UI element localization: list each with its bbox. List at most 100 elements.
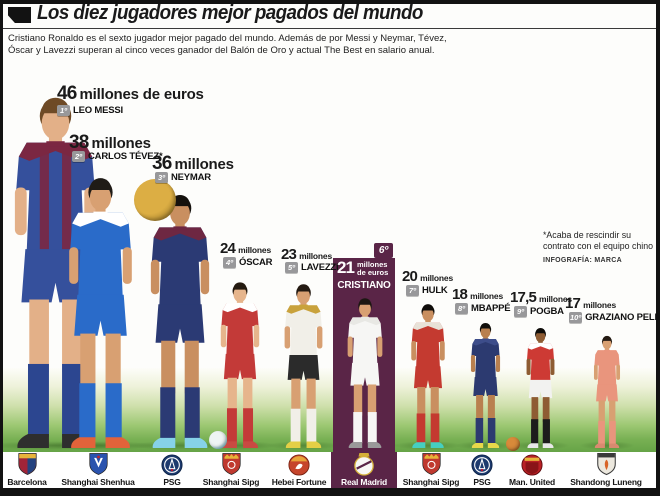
club-cell-shandong-luneng: Shandong Luneng bbox=[570, 452, 642, 488]
club-name: Shanghai Sipg bbox=[202, 477, 260, 487]
salary-amount: 20 bbox=[402, 268, 418, 285]
player-figure-hulk bbox=[401, 303, 455, 448]
player-shadow bbox=[394, 441, 462, 450]
salary-label-leo-messi: 46 millones de euros bbox=[57, 83, 204, 105]
player-name: GRAZIANO PELLÉ bbox=[585, 312, 660, 323]
subtitle-text: Cristiano Ronaldo es el sexto jugador me… bbox=[8, 33, 447, 57]
frame-left bbox=[0, 0, 3, 496]
rank-badge: 9º bbox=[514, 306, 527, 317]
salary-unit-cristiano: millones de euros bbox=[357, 260, 389, 277]
club-cell-shanghai-sipg: Shanghai Sipg bbox=[199, 452, 263, 488]
player-name-row-graziano-pellé: 10º GRAZIANO PELLÉ bbox=[569, 312, 660, 323]
salary-unit: millones bbox=[539, 294, 572, 304]
salary-unit: millones bbox=[583, 300, 616, 310]
salary-label-hulk: 20 millones bbox=[402, 268, 453, 286]
infographic-credit: INFOGRAFÍA: MARCA bbox=[543, 257, 622, 264]
salary-amount-cristiano: 21 bbox=[337, 258, 355, 277]
player-figure-carlos-tévez bbox=[50, 176, 151, 448]
salary-unit: millones bbox=[420, 273, 453, 283]
salary-label-graziano-pellé: 17 millones bbox=[565, 295, 616, 313]
player-figure-cristiano bbox=[337, 297, 393, 448]
rank-badge: 3º bbox=[155, 172, 168, 183]
rank-badge-cristiano: 6º bbox=[374, 243, 393, 258]
player-name-row-óscar: 4º ÓSCAR bbox=[223, 257, 273, 268]
salary-amount: 46 bbox=[57, 83, 77, 104]
salary-amount: 36 bbox=[152, 153, 172, 174]
salary-label-pogba: 17,5 millones bbox=[510, 289, 572, 307]
shanghai-sipg-crest-icon bbox=[421, 453, 442, 476]
club-cell-shanghai-shenhua: Shanghai Shenhua bbox=[61, 452, 135, 488]
player-figure-graziano-pellé bbox=[586, 335, 628, 448]
player-name: LEO MESSI bbox=[73, 105, 123, 116]
club-name: Shandong Luneng bbox=[570, 477, 642, 487]
player-shadow bbox=[42, 441, 158, 450]
rank-badge: 5º bbox=[285, 262, 298, 273]
club-cell-barcelona: Barcelona bbox=[0, 452, 59, 488]
psg-crest-icon bbox=[161, 454, 183, 476]
club-name: Real Madrid bbox=[341, 477, 387, 487]
player-shadow bbox=[126, 441, 234, 450]
player-name: MBAPPÉ bbox=[471, 303, 511, 314]
rank-badge: 4º bbox=[223, 257, 236, 268]
salary-amount: 24 bbox=[220, 240, 236, 257]
player-name: HULK bbox=[422, 285, 448, 296]
rank-badge: 8º bbox=[455, 303, 468, 314]
player-name: CARLOS TÉVEZ* bbox=[88, 151, 163, 162]
footnote-text: *Acaba de rescindir su contrato con el e… bbox=[543, 229, 654, 251]
rank-badge: 1º bbox=[57, 105, 70, 116]
player-figure-neymar bbox=[133, 193, 227, 448]
club-name: Shanghai Sipg bbox=[402, 477, 460, 487]
page-title: Los diez jugadores mejor pagados del mun… bbox=[37, 2, 423, 24]
frame-bottom bbox=[0, 488, 660, 496]
player-name-row-lavezzi: 5º LAVEZZI bbox=[285, 262, 339, 273]
club-cell-psg: PSG bbox=[140, 452, 204, 488]
player-shadow bbox=[265, 441, 341, 450]
barcelona-crest-icon bbox=[17, 453, 38, 476]
club-name: Hebei Fortune bbox=[271, 477, 327, 487]
salary-label-mbappé: 18 millones bbox=[452, 286, 503, 304]
club-name: Barcelona bbox=[7, 477, 47, 487]
player-name: LAVEZZI bbox=[301, 262, 339, 273]
psg-crest-icon bbox=[471, 454, 493, 476]
match-ball-orange bbox=[506, 437, 520, 451]
marca-bullet-icon bbox=[8, 7, 31, 23]
player-shadow bbox=[579, 441, 635, 450]
salary-unit: millones bbox=[470, 291, 503, 301]
player-name-row-neymar: 3º NEYMAR bbox=[155, 172, 211, 183]
salary-label-lavezzi: 23 millones bbox=[281, 246, 332, 264]
player-figure-óscar bbox=[209, 281, 271, 448]
club-name: Man. United bbox=[509, 477, 555, 487]
hebei-fortune-crest-icon bbox=[288, 454, 310, 476]
player-name: NEYMAR bbox=[171, 172, 211, 183]
player-figure-mbappé bbox=[462, 322, 509, 448]
player-name-row-pogba: 9º POGBA bbox=[514, 306, 564, 317]
club-cell-shanghai-sipg: Shanghai Sipg bbox=[399, 452, 463, 488]
player-name: ÓSCAR bbox=[239, 257, 273, 268]
shandong-luneng-crest-icon bbox=[596, 452, 617, 476]
salary-amount: 38 bbox=[69, 132, 89, 153]
match-ball-blue bbox=[209, 431, 227, 449]
player-name-row-leo-messi: 1º LEO MESSI bbox=[57, 105, 123, 116]
club-name: Shanghai Shenhua bbox=[61, 477, 135, 487]
shanghai-shenhua-crest-icon bbox=[88, 453, 109, 476]
title-rule bbox=[3, 28, 656, 29]
real-madrid-crest-icon bbox=[353, 453, 375, 476]
salary-unit: millones bbox=[91, 135, 151, 152]
frame-right bbox=[656, 0, 660, 496]
salary-label-carlos-tévez: 38 millones bbox=[69, 132, 151, 154]
club-name: PSG bbox=[163, 477, 181, 487]
salary-unit: millones bbox=[174, 156, 234, 173]
rank-badge: 10º bbox=[569, 312, 583, 323]
salary-amount: 17,5 bbox=[510, 289, 537, 306]
rank-badge: 7º bbox=[406, 285, 419, 296]
clubs-band: Barcelona Shanghai Shenhua PSG Shanghai … bbox=[0, 452, 660, 488]
salary-label-neymar: 36 millones bbox=[152, 153, 234, 175]
player-figure-lavezzi bbox=[273, 283, 334, 448]
club-cell-hebei-fortune: Hebei Fortune bbox=[267, 452, 331, 488]
salary-label-óscar: 24 millones bbox=[220, 240, 271, 258]
rank-badge: 2º bbox=[72, 151, 85, 162]
club-cell-real-madrid: Real Madrid bbox=[331, 452, 397, 488]
frame-top bbox=[0, 0, 660, 4]
player-name-row-hulk: 7º HULK bbox=[406, 285, 448, 296]
